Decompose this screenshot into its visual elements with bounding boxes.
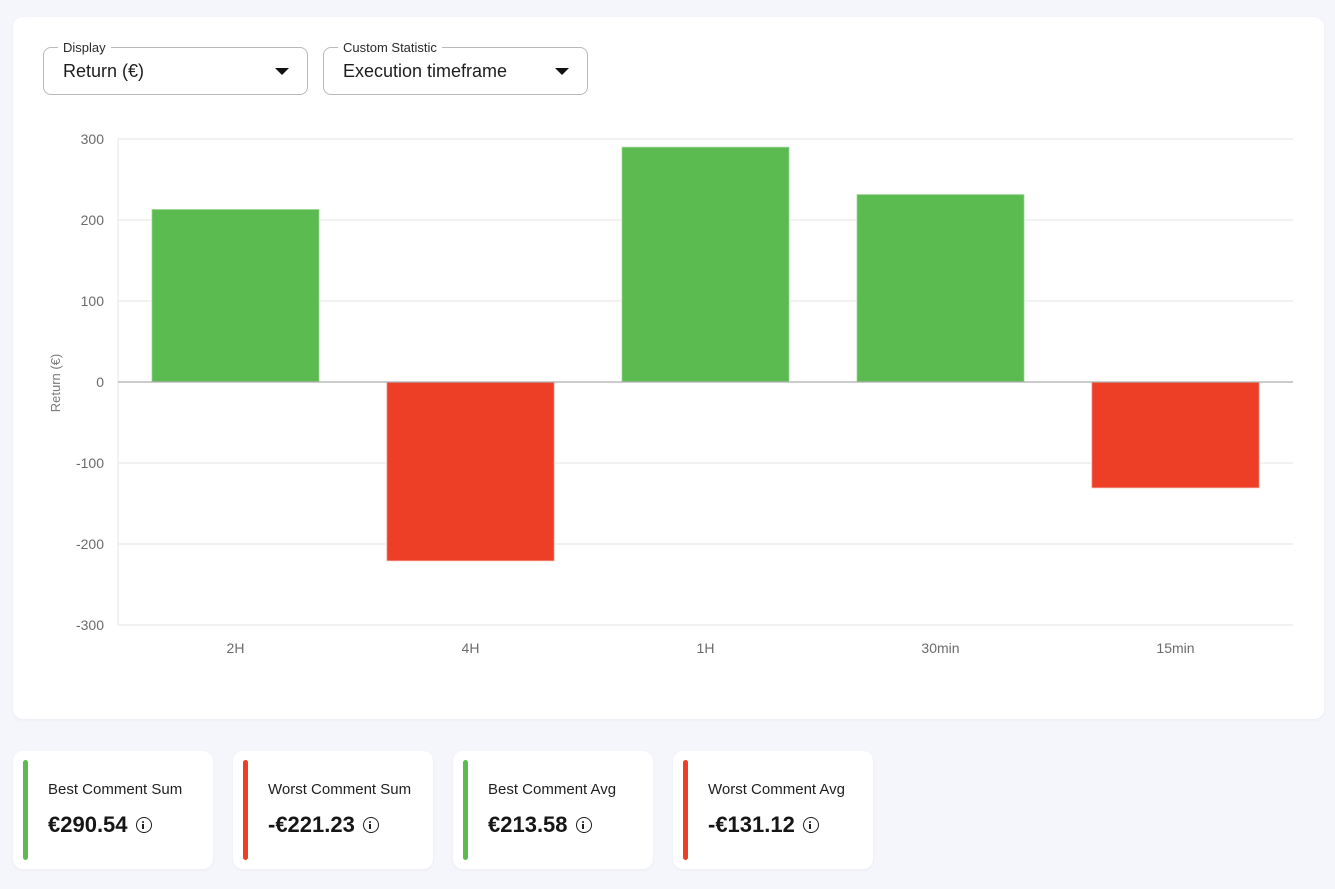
y-tick-label: 100 [81,293,105,309]
custom-statistic-select-legend: Custom Statistic [338,40,442,55]
stat-value-row: -€131.12 [708,811,819,839]
stat-value: €213.58 [488,812,568,837]
x-tick-label: 4H [462,640,480,656]
y-tick-label: -100 [76,455,104,471]
info-icon[interactable] [135,817,152,833]
bar-1h[interactable] [620,145,791,383]
y-axis-title: Return (€) [48,354,63,413]
stat-accent-bar [463,760,468,860]
stat-label: Worst Comment Avg [708,781,845,798]
stat-accent-bar [683,760,688,860]
chevron-down-icon [275,68,289,75]
display-select-value: Return (€) [63,61,145,81]
bar-chart: 300 200 100 0 -100 -200 -300 2H 4H 1H 30min 15min R… [48,131,1293,656]
custom-statistic-select-value: Execution timeframe [343,61,508,81]
stat-card-worst-comment-avg: Worst Comment Avg -€131.12 [673,751,873,869]
bar-2h[interactable] [150,208,321,383]
chevron-down-icon [555,68,569,75]
info-icon[interactable] [802,817,819,833]
bar-4h[interactable] [385,381,556,562]
stat-value-row: €290.54 [48,811,152,839]
stat-card-best-comment-sum: Best Comment Sum €290.54 [13,751,213,869]
y-tick-label: 200 [81,212,105,228]
y-tick-label: 300 [81,131,105,147]
stat-value: -€221.23 [268,812,355,837]
stat-value-row: -€221.23 [268,811,379,839]
stat-accent-bar [243,760,248,860]
display-select-legend: Display [58,40,111,55]
display-select[interactable]: Display Return (€) [43,40,308,95]
y-tick-label: -300 [76,617,104,633]
stat-label: Worst Comment Sum [268,781,412,798]
bar-15min[interactable] [1090,381,1261,489]
info-icon[interactable] [362,817,379,833]
x-tick-label: 30min [921,640,959,656]
info-icon[interactable] [575,817,592,833]
stat-accent-bar [23,760,28,860]
custom-statistic-select[interactable]: Custom Statistic Execution timeframe [323,40,588,95]
bar-30min[interactable] [855,193,1026,383]
stat-value-row: €213.58 [488,811,592,839]
stat-card-best-comment-avg: Best Comment Avg €213.58 [453,751,653,869]
stat-label: Best Comment Avg [488,781,617,798]
y-tick-label: 0 [96,374,104,390]
chart-card: Display Return (€) Custom Statistic Exec… [13,17,1324,719]
x-tick-label: 2H [227,640,245,656]
stat-card-worst-comment-sum: Worst Comment Sum -€221.23 [233,751,433,869]
stat-value: -€131.12 [708,812,795,837]
stat-label: Best Comment Sum [48,781,183,798]
y-tick-label: -200 [76,536,104,552]
stat-value: €290.54 [48,812,128,837]
x-tick-label: 15min [1156,640,1194,656]
x-tick-label: 1H [697,640,715,656]
